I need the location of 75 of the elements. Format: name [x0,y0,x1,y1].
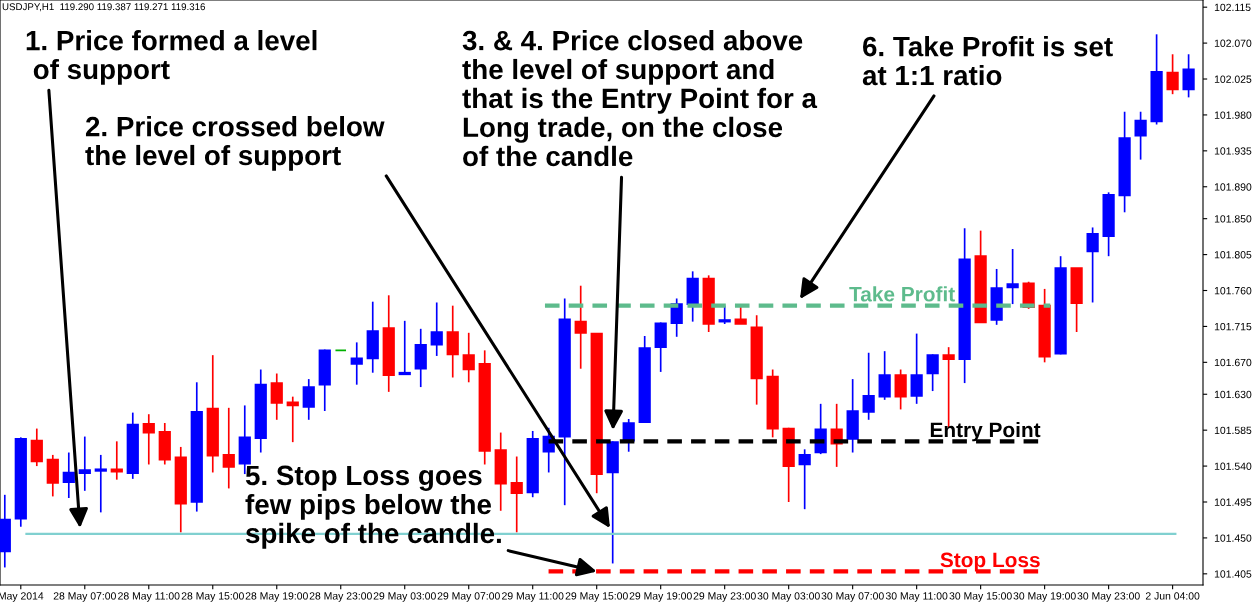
x-tick-label: 28 May 23:00 [309,592,372,602]
y-tick-label: 101.495 [1214,498,1252,506]
y-tick-label: 101.630 [1214,390,1252,399]
y-tick-label: 101.890 [1214,183,1252,191]
chart-title: USDJPY,H1 119.290 119.387 119.271 119.316 [2,3,206,12]
y-tick-label: 102.025 [1214,75,1252,83]
candlestick [46,454,59,498]
candlestick [1166,53,1179,96]
candlestick [462,331,475,384]
candlestick [862,351,875,421]
candlestick [910,332,923,405]
candlestick [78,435,91,492]
y-tick-label: 101.935 [1214,147,1252,155]
x-tick-label: 30 May 11:00 [885,592,948,602]
x-tick-label: 28 May 19:00 [245,592,308,602]
x-tick-label: 29 May 15:00 [565,592,628,602]
candlestick [222,406,235,490]
y-tick-label: 101.670 [1214,358,1252,367]
ref-line-label: Entry Point [930,421,1041,442]
y-tick-label: 101.715 [1214,322,1252,331]
y-tick-label: 101.760 [1214,287,1252,295]
y-tick-label: 101.805 [1214,251,1252,259]
y-tick-label: 101.405 [1214,570,1252,578]
ref-line-label: Take Profit [849,286,955,302]
x-tick-label: 28 May 11:00 [118,592,180,602]
annotation: 6. Take Profit is set at 1:1 ratio [862,36,1113,86]
candlestick [878,350,891,401]
y-tick-label: 101.980 [1214,111,1252,119]
candlestick [926,353,939,392]
candlestick [142,413,155,466]
x-tick-label: 30 May 03:00 [757,592,820,602]
x-tick-label: 29 May 11:00 [502,592,564,602]
x-tick-label: 29 May 03:00 [373,592,436,602]
annotation: 1. Price formed a level of support [26,30,317,85]
x-tick-label: 29 May 23:00 [693,592,756,602]
y-tick-label: 102.115 [1214,3,1251,12]
x-tick-label: 2 Jun 04:00 [1145,592,1200,600]
candlestick [30,427,43,467]
candlestick [62,451,75,499]
y-tick-label: 102.070 [1214,39,1252,47]
y-tick-label: 101.585 [1214,426,1252,435]
candlestick [510,455,523,534]
candlestick [414,327,427,388]
x-tick-label: 30 May 07:00 [821,592,884,602]
x-tick-label: 29 May 07:00 [437,592,500,602]
candlestick [430,301,443,357]
candlestick [446,304,459,379]
x-tick-label: 30 May 23:00 [1077,592,1140,602]
candlestick [398,319,411,376]
x-tick-label: 30 May 19:00 [1013,592,1076,602]
candlestick [894,368,907,411]
candlestick [94,454,107,514]
candlestick [654,321,667,373]
candlestick [1006,248,1019,305]
annotation: 2. Price crossed below the level of support [85,116,385,171]
annotation: 3. & 4. Price closed above the level of support and that is the Entry Point for a Long trade, on the close of the candle [462,30,818,167]
candlestick [1134,110,1147,161]
candlestick [302,378,315,421]
x-tick-label: 28 May 15:00 [181,592,244,602]
candlestick [574,284,587,370]
y-tick-label: 101.850 [1214,215,1252,223]
x-tick-label: 30 May 15:00 [949,592,1012,602]
x-tick-label: 28 May 07:00 [53,592,116,602]
candlestick [270,372,283,421]
candlestick [286,395,299,443]
y-tick-label: 101.450 [1214,534,1252,542]
candlestick [798,448,811,511]
candlestick [350,341,363,386]
x-tick-label: 29 May 19:00 [629,592,692,602]
annotation: 5. Stop Loss goes few pips below the spike of the candle. [245,465,501,549]
candlestick [1182,53,1195,99]
y-tick-label: 101.540 [1214,462,1252,470]
ref-line-label: Stop Loss [940,552,1040,572]
candlestick [110,440,123,481]
candlestick [1086,226,1099,304]
